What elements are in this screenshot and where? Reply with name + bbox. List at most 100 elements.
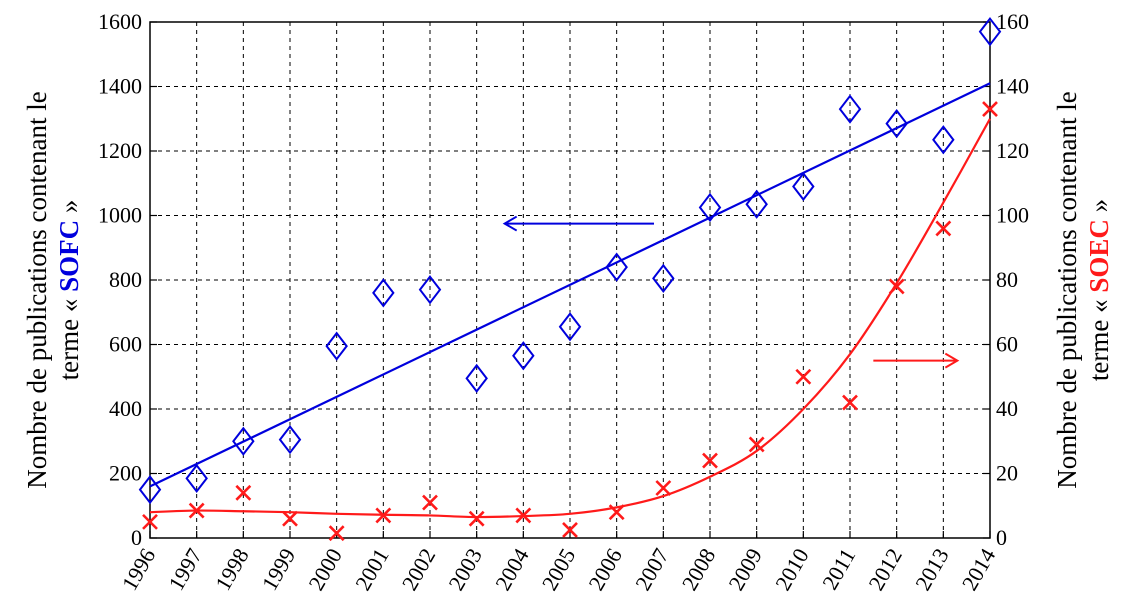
x-tick-label: 2000 xyxy=(303,544,347,595)
soec-point xyxy=(748,436,765,453)
soec-point xyxy=(842,394,858,411)
x-tick-label: 1997 xyxy=(163,544,207,595)
y-axis-right-label-suffix: » xyxy=(1084,199,1114,219)
x-tick-label: 1999 xyxy=(257,544,301,595)
soec-point-stroke xyxy=(422,494,438,511)
sofc-point xyxy=(232,426,255,456)
soec-point xyxy=(702,452,718,469)
y-left-tick-label: 200 xyxy=(109,461,142,486)
axis-ticks: 1996 1997 1998 1999 2000 2001 2002 2003 2004 2005… xyxy=(98,9,1029,595)
soec-point xyxy=(982,101,998,117)
soec-point xyxy=(515,507,532,524)
x-tick-label: 2010 xyxy=(770,544,814,595)
sofc-point xyxy=(792,171,815,202)
soec-point xyxy=(888,278,905,295)
x-tick-label: 1996 xyxy=(117,544,161,595)
arrow-head xyxy=(502,215,518,232)
y-left-tick-label: 1200 xyxy=(98,138,142,163)
soec-point-stroke xyxy=(515,507,532,524)
soec-point-stroke xyxy=(142,513,158,530)
y-right-tick-label: 40 xyxy=(996,396,1018,421)
y-axis-left-label-suffix: » xyxy=(54,200,84,220)
soec-point-stroke xyxy=(702,452,718,469)
sofc-point xyxy=(932,125,955,155)
sofc-point xyxy=(372,278,395,308)
soec-point-stroke xyxy=(468,510,485,527)
soec-point-stroke xyxy=(282,510,298,527)
sofc-point xyxy=(558,312,582,342)
sofc-point xyxy=(512,341,535,371)
y-right-tick-label: 160 xyxy=(996,9,1029,34)
sofc-point xyxy=(745,189,768,219)
soec-point-stroke xyxy=(795,368,812,385)
soec-point-stroke xyxy=(655,480,672,496)
sofc-point xyxy=(185,463,208,493)
trend-lines xyxy=(149,82,991,519)
soec-point-stroke xyxy=(375,507,392,524)
y-left-tick-label: 800 xyxy=(109,267,142,292)
x-tick-label: 2004 xyxy=(490,544,534,595)
y-right-tick-label: 80 xyxy=(996,267,1018,292)
y-axis-right-label-line1: Nombre de publications contenant le xyxy=(1052,91,1082,488)
soec-point-stroke xyxy=(328,525,345,542)
axis-arrows xyxy=(502,215,960,369)
soec-point xyxy=(328,525,345,542)
x-tick-label: 2012 xyxy=(863,544,907,595)
sofc-point xyxy=(325,331,348,361)
soec-point xyxy=(235,484,252,501)
soec-point-stroke xyxy=(562,522,578,538)
sofc-point xyxy=(138,474,162,505)
x-tick-label: 2014 xyxy=(957,544,1001,595)
y-axis-left-label-term: SOFC xyxy=(54,220,84,292)
soec-point xyxy=(608,504,625,521)
sofc-point xyxy=(652,263,675,294)
y-left-tick-label: 400 xyxy=(109,396,142,421)
soec-point-stroke xyxy=(935,220,952,237)
sofc-point xyxy=(698,192,722,223)
y-axis-right-label-line2: terme « SOEC » xyxy=(1084,199,1114,381)
y-right-tick-label: 100 xyxy=(996,203,1029,228)
y-left-tick-label: 1400 xyxy=(98,74,142,99)
soec-point-stroke xyxy=(608,504,625,521)
sofc-point xyxy=(605,252,628,282)
data-points xyxy=(138,17,1002,542)
soec-point xyxy=(655,480,672,496)
y-right-tick-label: 20 xyxy=(996,461,1018,486)
sofc-trend-line xyxy=(149,82,991,488)
y-right-tick-label: 120 xyxy=(996,138,1029,163)
x-tick-label: 2003 xyxy=(443,544,487,595)
soec-point-stroke xyxy=(188,502,205,519)
grid-lines xyxy=(150,22,990,538)
sofc-axis-arrow xyxy=(502,215,654,232)
soec-point-stroke xyxy=(842,394,858,411)
x-tick-label: 2008 xyxy=(677,544,721,595)
soec-point-stroke xyxy=(748,436,765,453)
soec-point xyxy=(282,510,298,527)
sofc-point xyxy=(885,108,908,139)
arrow-head xyxy=(944,352,960,369)
y-axis-right-label-prefix: terme « xyxy=(1084,293,1114,381)
y-axis-left-label-line2: terme « SOFC » xyxy=(54,200,84,381)
soec-point xyxy=(468,510,485,527)
sofc-point xyxy=(978,17,1002,47)
soec-point-stroke xyxy=(235,484,252,501)
x-tick-label: 2001 xyxy=(350,544,394,595)
x-tick-label: 2013 xyxy=(910,544,954,595)
soec-point xyxy=(142,513,158,530)
y-left-tick-label: 600 xyxy=(109,332,142,357)
soec-point xyxy=(422,494,438,511)
sofc-point xyxy=(465,363,488,394)
x-tick-label: 2007 xyxy=(630,544,674,595)
soec-axis-arrow xyxy=(873,352,960,369)
y-right-tick-label: 140 xyxy=(996,74,1029,99)
x-tick-label: 2009 xyxy=(723,544,767,595)
sofc-point xyxy=(418,275,442,305)
soec-point xyxy=(375,507,392,524)
y-left-tick-label: 1000 xyxy=(98,203,142,228)
x-tick-label: 1998 xyxy=(210,544,254,595)
y-left-tick-label: 0 xyxy=(131,525,142,550)
soec-point-stroke xyxy=(888,278,905,295)
y-axis-left-label-line1: Nombre de publications contenant le xyxy=(22,91,52,488)
x-tick-label: 2002 xyxy=(397,544,441,595)
y-right-tick-label: 60 xyxy=(996,332,1018,357)
